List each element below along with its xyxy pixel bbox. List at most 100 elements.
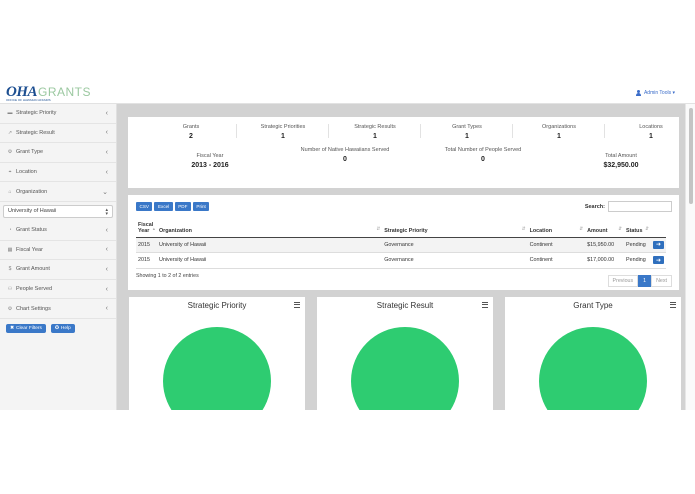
- sidebar-item-chart-settings[interactable]: ⚙ Chart Settings ‹: [0, 299, 116, 319]
- sidebar-item-label: Location: [16, 169, 37, 176]
- column-header-status[interactable]: Status ⇵: [624, 219, 651, 238]
- sidebar-item-grant-status[interactable]: ◔ Grant Status ‹: [0, 221, 116, 241]
- view-grant-button[interactable]: ➜: [652, 256, 664, 265]
- scrollbar-thumb[interactable]: [689, 108, 693, 204]
- hamburger-menu-icon[interactable]: [482, 302, 488, 309]
- chevron-icon: ‹: [105, 109, 108, 117]
- summary-stats-card: Grants 2 Strategic Priorities 1 Strategic Re…: [128, 117, 679, 188]
- column-header-fiscal-year[interactable]: Fiscal Year ▴: [136, 219, 157, 238]
- chevron-icon: ⌄: [102, 188, 108, 196]
- cell-status: Pending: [624, 252, 651, 269]
- sidebar-item-grant-amount[interactable]: $ Grant Amount ‹: [0, 260, 116, 280]
- chart-card-grant-type: Grant Type: [505, 297, 681, 410]
- column-header-amount[interactable]: Amount ⇵: [585, 219, 624, 238]
- search-label: Search:: [584, 203, 605, 210]
- sidebar-item-label: People Served: [16, 286, 53, 293]
- table-row[interactable]: 2015 University of Hawaii Governance Contin…: [136, 237, 666, 253]
- stat-divider: [236, 124, 237, 138]
- page-scrollbar[interactable]: [685, 104, 695, 410]
- column-header-organization[interactable]: Organization ⇵: [156, 219, 383, 238]
- hamburger-menu-icon[interactable]: [670, 302, 676, 309]
- sidebar-item-label: Chart Settings: [16, 305, 51, 312]
- page-1-button[interactable]: 1: [638, 275, 652, 287]
- sidebar-item-grant-type[interactable]: ⚙ Grant Type ‹: [0, 143, 116, 163]
- hamburger-menu-icon[interactable]: [294, 302, 300, 309]
- table-info: Showing 1 to 2 of 2 entries: [136, 273, 199, 279]
- pie-slice[interactable]: [163, 327, 271, 410]
- chevron-icon: ‹: [105, 168, 108, 176]
- table-search: Search:: [585, 201, 672, 212]
- stat-title: Number of Native Hawaiians Served: [300, 147, 390, 153]
- stat-title: Grants: [182, 124, 200, 130]
- chart-card-strategic-priority: Strategic Priority: [129, 297, 305, 410]
- stat-value: 1: [557, 133, 561, 140]
- sidebar-actions: ✖ Clear Filters ✪ Help: [0, 319, 116, 338]
- sidebar-item-label: Strategic Priority: [16, 110, 57, 117]
- stat-title: Strategic Priorities: [260, 124, 306, 130]
- export-buttons: CSV Excel PDF Print: [136, 202, 210, 211]
- column-header-location[interactable]: Location ⇵: [527, 219, 586, 238]
- chart-title: Strategic Priority: [187, 301, 247, 310]
- help-button[interactable]: ✪ Help: [50, 323, 75, 333]
- sidebar-item-label: Strategic Result: [16, 129, 55, 136]
- people-served-icon: ⚇: [7, 286, 13, 293]
- chart-title: Strategic Result: [376, 301, 434, 310]
- search-input[interactable]: [608, 201, 672, 212]
- stat-title: Fiscal Year: [196, 153, 224, 159]
- stat-title: Grant Types: [452, 124, 482, 130]
- top-bar: OHA GRANTS OFFICE OF HAWAIIAN AFFAIRS Ad…: [0, 84, 695, 104]
- sidebar-item-label: Grant Amount: [16, 266, 50, 273]
- stat-grants: Grants 2: [145, 124, 237, 140]
- stat-total-amount: Total Amount $32,950.00: [576, 153, 666, 169]
- strategic-result-icon: ↗: [7, 129, 13, 136]
- sidebar-item-organization[interactable]: ⌂ Organization ⌄: [0, 182, 116, 202]
- help-label: Help: [60, 325, 71, 331]
- stat-divider: [328, 124, 329, 138]
- csv-button[interactable]: CSV: [136, 202, 153, 211]
- stat-value: 2: [189, 133, 193, 140]
- sidebar-item-fiscal-year[interactable]: ▦ Fiscal Year ‹: [0, 241, 116, 261]
- excel-button[interactable]: Excel: [154, 202, 173, 211]
- chevron-icon: ‹: [105, 265, 108, 273]
- pie-chart: [539, 327, 647, 410]
- clear-filters-button[interactable]: ✖ Clear Filters: [6, 323, 46, 333]
- view-grant-button[interactable]: ➜: [652, 240, 664, 249]
- chevron-icon: ‹: [105, 246, 108, 254]
- stat-locations: Locations 1: [605, 124, 695, 140]
- chart-card-strategic-result: Strategic Result: [317, 297, 493, 410]
- sidebar-item-location[interactable]: ⌖ Location ‹: [0, 163, 116, 183]
- stat-value: 1: [281, 133, 285, 140]
- cell-action: ➜: [650, 252, 666, 269]
- organization-select-value: University of Hawaii: [8, 208, 57, 215]
- pie-slice[interactable]: [539, 327, 647, 410]
- grant-type-icon: ⚙: [7, 149, 13, 156]
- chart-title: Grant Type: [573, 301, 613, 310]
- table-header-row: Fiscal Year ▴ Organization ⇵ Strategic Pri…: [136, 219, 666, 238]
- previous-page-button[interactable]: Previous: [607, 275, 639, 287]
- cell-organization: University of Hawaii: [156, 252, 383, 269]
- next-page-button[interactable]: Next: [651, 275, 672, 287]
- table-row[interactable]: 2015 University of Hawaii Governance Contin…: [136, 252, 666, 269]
- stat-value: 1: [649, 133, 653, 140]
- pie-slice[interactable]: [351, 327, 459, 410]
- arrow-right-icon: ➜: [655, 257, 661, 264]
- pdf-button[interactable]: PDF: [174, 202, 191, 211]
- stat-value: 1: [373, 133, 377, 140]
- stat-value: 0: [481, 156, 485, 163]
- arrow-right-icon: ➜: [655, 242, 661, 249]
- sidebar-item-people-served[interactable]: ⚇ People Served ‹: [0, 280, 116, 300]
- column-header-strategic-priority[interactable]: Strategic Priority ⇵: [382, 219, 528, 238]
- sidebar-item-strategic-result[interactable]: ↗ Strategic Result ‹: [0, 124, 116, 144]
- stat-strategic-priorities: Strategic Priorities 1: [237, 124, 329, 140]
- pie-chart: [163, 327, 271, 410]
- organization-select[interactable]: University of Hawaii ▴ ▾: [3, 204, 113, 218]
- print-button[interactable]: Print: [192, 202, 210, 211]
- sidebar-item-strategic-priority[interactable]: ▬ Strategic Priority ‹: [0, 104, 116, 124]
- stat-title: Strategic Results: [354, 124, 396, 130]
- stat-organizations: Organizations 1: [513, 124, 605, 140]
- chevron-icon: ‹: [105, 285, 108, 293]
- stat-title: Total Amount: [605, 153, 637, 159]
- logo[interactable]: OHA GRANTS OFFICE OF HAWAIIAN AFFAIRS: [6, 85, 91, 103]
- admin-tools-menu[interactable]: Admin Tools ▾: [635, 90, 675, 96]
- chevron-icon: ‹: [105, 129, 108, 137]
